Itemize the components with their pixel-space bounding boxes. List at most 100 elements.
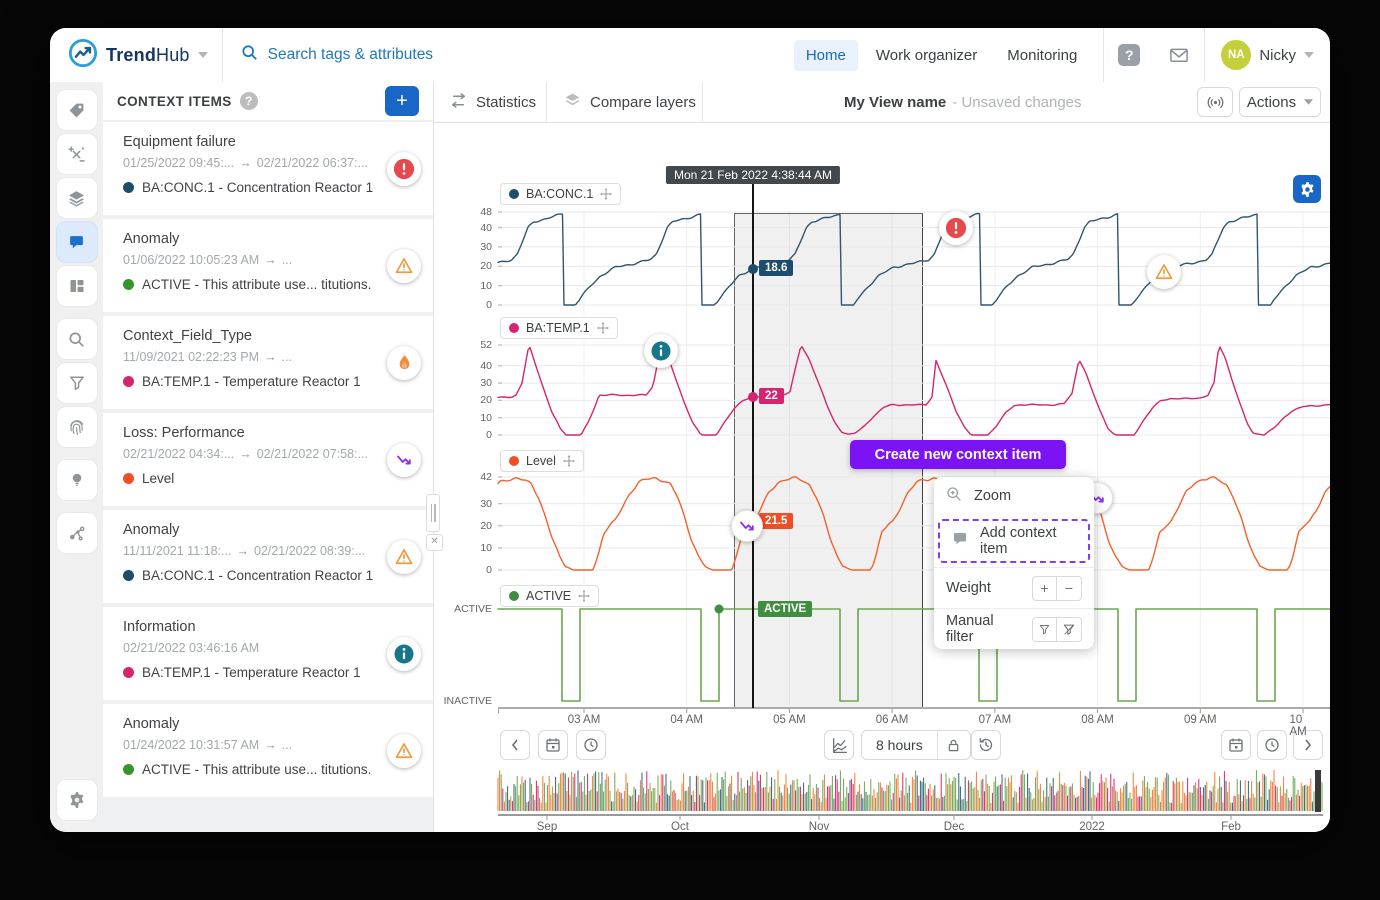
- y-tick-label: 42: [480, 471, 492, 483]
- create-context-item-button[interactable]: Create new context item: [850, 440, 1066, 469]
- sidebar-item-layers[interactable]: [56, 178, 97, 218]
- chart-settings-button[interactable]: [1293, 175, 1321, 203]
- cursor-line[interactable]: [752, 182, 754, 708]
- start-calendar-button[interactable]: [538, 730, 568, 760]
- warning-badge-icon[interactable]: [387, 248, 421, 283]
- add-context-item-button[interactable]: +: [385, 86, 419, 116]
- sidebar-item-tag[interactable]: [56, 90, 97, 130]
- legend-active[interactable]: ACTIVE: [500, 585, 600, 607]
- warning-badge-icon[interactable]: [387, 539, 421, 574]
- chart-area[interactable]: Mon 21 Feb 2022 4:38:44 AM Create new co…: [434, 122, 1330, 832]
- series-color-dot: [509, 591, 519, 601]
- step-forward-button[interactable]: [1293, 730, 1323, 760]
- error-badge-icon[interactable]: [387, 151, 421, 186]
- info-badge-icon[interactable]: [387, 636, 421, 671]
- brand-caret-icon[interactable]: [197, 52, 208, 58]
- sidebar-item-operators[interactable]: [56, 134, 97, 174]
- cursor-value-ba-temp-1: 22: [759, 387, 784, 404]
- sidebar-item-fingerprint[interactable]: [56, 407, 97, 447]
- context-item[interactable]: Information 02/21/2022 03:46:16 AM BA:TEMP…: [103, 607, 433, 700]
- x-tick-label: 06 AM: [875, 714, 909, 726]
- context-item[interactable]: Equipment failure 01/25/2022 09:45:... → 02…: [103, 122, 433, 215]
- y-tick-label: 52: [480, 339, 492, 351]
- sidebar-item-search[interactable]: [56, 319, 97, 359]
- move-icon[interactable]: [562, 455, 575, 467]
- weight-decrease-button[interactable]: −: [1057, 575, 1082, 601]
- sidebar-item-filter[interactable]: [56, 363, 97, 403]
- actions-button[interactable]: Actions: [1239, 87, 1321, 117]
- history-button[interactable]: [971, 730, 1001, 760]
- compare-trends-button[interactable]: [824, 730, 854, 760]
- item-end: 02/21/2022 06:37:...: [256, 156, 368, 170]
- move-icon[interactable]: [578, 590, 591, 602]
- context-item-title: Information: [123, 619, 196, 635]
- nav-work-organizer[interactable]: Work organizer: [875, 46, 978, 64]
- warning-marker-icon[interactable]: [1147, 255, 1181, 289]
- flame-badge-icon[interactable]: [387, 345, 421, 380]
- app-window: TrendHub Search tags & attributes Home Wo…: [50, 28, 1330, 832]
- context-item-dates: 02/21/2022 03:46:16 AM: [123, 641, 375, 655]
- sidebar-item-comments[interactable]: [56, 222, 97, 262]
- context-item[interactable]: Anomaly 01/06/2022 10:05:23 AM →... ACTIVE …: [103, 219, 433, 312]
- panel-resize-handle[interactable]: [426, 494, 440, 532]
- move-icon[interactable]: [600, 188, 613, 200]
- operators-icon: [68, 146, 85, 163]
- sidebar-item-settings[interactable]: [56, 780, 97, 820]
- tag-color-dot: [123, 667, 134, 678]
- search-input[interactable]: Search tags & attributes: [223, 44, 451, 66]
- error-marker-icon[interactable]: [939, 211, 973, 245]
- panel-help-icon[interactable]: ?: [239, 92, 258, 110]
- end-time-button[interactable]: [1257, 730, 1287, 760]
- overview-month-label: Feb: [1221, 821, 1241, 832]
- statistics-button[interactable]: Statistics: [450, 82, 536, 122]
- digital-axis-label: ACTIVE: [454, 603, 492, 615]
- info-marker-icon[interactable]: [644, 334, 678, 368]
- move-icon[interactable]: [596, 322, 609, 334]
- panel-collapse-button[interactable]: ✕: [426, 534, 443, 551]
- context-item[interactable]: Context_Field_Type 11/09/2021 02:22:23 PM…: [103, 316, 433, 409]
- trendhub-brand[interactable]: TrendHub: [50, 38, 222, 73]
- y-tick-label: 0: [486, 299, 492, 311]
- end-calendar-button[interactable]: [1221, 730, 1251, 760]
- mail-icon[interactable]: [1168, 45, 1190, 65]
- filter-off-icon[interactable]: [1057, 616, 1082, 642]
- filter-icon[interactable]: [1032, 616, 1057, 642]
- context-item-dates: 01/24/2022 10:31:57 AM →...: [123, 738, 375, 752]
- compare-layers-button[interactable]: Compare layers: [564, 82, 696, 122]
- broadcast-button[interactable]: [1197, 87, 1233, 117]
- weight-increase-button[interactable]: +: [1032, 575, 1057, 601]
- loss-badge-icon[interactable]: [387, 442, 421, 477]
- context-item[interactable]: Anomaly 01/24/2022 10:31:57 AM →... ACTIVE …: [103, 704, 433, 797]
- y-tick-label: 30: [480, 377, 492, 390]
- step-back-button[interactable]: [500, 730, 530, 760]
- context-item-title: Anomaly: [123, 522, 180, 538]
- menu-item-zoom[interactable]: Zoom: [934, 477, 1094, 515]
- loss-marker-icon[interactable]: [731, 510, 763, 542]
- context-item-start-dot: [714, 604, 724, 614]
- legend-level[interactable]: Level: [500, 450, 584, 472]
- menu-item-add-context-item[interactable]: Add context item: [940, 521, 1088, 561]
- x-axis-line: [498, 707, 1330, 709]
- nav-monitoring[interactable]: Monitoring: [1007, 46, 1078, 64]
- help-icon[interactable]: ?: [1118, 44, 1141, 66]
- context-item-title: Context_Field_Type: [123, 328, 252, 344]
- lock-icon[interactable]: [936, 731, 970, 759]
- context-item[interactable]: Anomaly 11/11/2021 11:18:... → 02/21/2022 0…: [103, 510, 433, 603]
- start-time-button[interactable]: [576, 730, 606, 760]
- context-item[interactable]: Loss: Performance 02/21/2022 04:34:... → 02…: [103, 413, 433, 506]
- sidebar-item-nodes[interactable]: [56, 513, 97, 553]
- chart-active: [497, 604, 1330, 702]
- sidebar-item-lightbulb[interactable]: [56, 460, 97, 500]
- menu-add-context-item-label: Add context item: [980, 525, 1057, 557]
- y-tick-label: 30: [480, 497, 492, 510]
- duration-value[interactable]: 8 hours: [876, 737, 923, 753]
- layers-icon: [68, 190, 85, 207]
- nav-home[interactable]: Home: [793, 39, 858, 71]
- user-menu[interactable]: NA Nicky: [1205, 40, 1330, 70]
- legend-ba-temp-1[interactable]: BA:TEMP.1: [500, 317, 618, 339]
- warning-badge-icon[interactable]: [387, 733, 421, 768]
- legend-ba-conc-1[interactable]: BA:CONC.1: [500, 183, 622, 205]
- overview-strip[interactable]: [497, 770, 1323, 812]
- sidebar-item-dashboard[interactable]: [56, 266, 97, 306]
